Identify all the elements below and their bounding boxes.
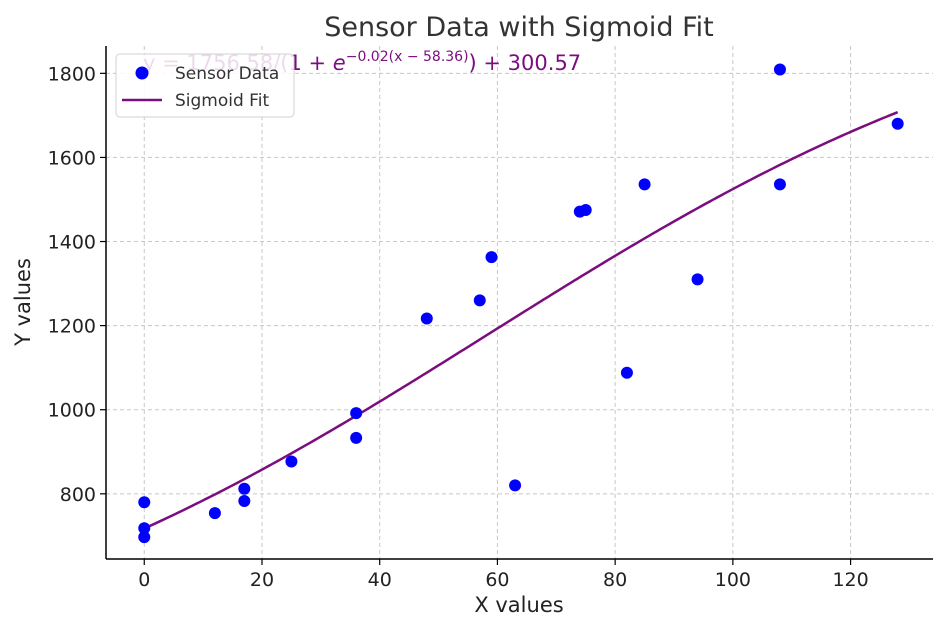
x-tick-label: 0 bbox=[138, 569, 150, 591]
y-tick-label: 1000 bbox=[48, 400, 96, 422]
equation-exponent: −0.02(x − 58.36) bbox=[346, 49, 469, 65]
scatter-point bbox=[579, 203, 592, 216]
x-tick-label: 80 bbox=[603, 569, 627, 591]
scatter-point bbox=[138, 531, 151, 544]
data-points bbox=[138, 63, 904, 544]
legend-label-sensor-data: Sensor Data bbox=[175, 64, 279, 84]
legend-label-sigmoid-fit: Sigmoid Fit bbox=[175, 91, 269, 111]
scatter-point bbox=[138, 496, 151, 509]
x-tick-label: 100 bbox=[715, 569, 751, 591]
sigmoid-fit-line bbox=[143, 111, 899, 530]
scatter-point bbox=[238, 494, 251, 507]
y-tick-label: 1800 bbox=[48, 63, 96, 85]
scatter-point bbox=[891, 117, 904, 130]
equation-base: e bbox=[333, 51, 346, 75]
x-tick-label: 40 bbox=[368, 569, 392, 591]
grid bbox=[106, 46, 933, 559]
axes-spines bbox=[105, 46, 933, 560]
scatter-point bbox=[773, 63, 786, 76]
scatter-point bbox=[485, 251, 498, 264]
y-tick-label: 1600 bbox=[48, 147, 96, 169]
y-tick-label: 1400 bbox=[48, 232, 96, 254]
scatter-point bbox=[773, 178, 786, 191]
legend-scatter-marker bbox=[135, 66, 149, 80]
x-axis-ticks: 0 20 40 60 80 100 120 bbox=[138, 559, 869, 591]
y-axis-ticks: 800 1000 1200 1400 1600 1800 bbox=[48, 63, 106, 506]
scatter-point bbox=[350, 431, 363, 444]
scatter-point bbox=[509, 479, 522, 492]
equation-suffix: ) + 300.57 bbox=[469, 51, 582, 75]
legend: Sensor Data Sigmoid Fit bbox=[115, 53, 295, 118]
scatter-point bbox=[138, 522, 151, 535]
chart-title: Sensor Data with Sigmoid Fit bbox=[324, 12, 714, 43]
y-axis-label: Y values bbox=[11, 258, 35, 347]
scatter-point bbox=[620, 366, 633, 379]
x-tick-label: 60 bbox=[485, 569, 509, 591]
scatter-point bbox=[691, 273, 704, 286]
x-tick-label: 120 bbox=[832, 569, 868, 591]
scatter-point bbox=[638, 178, 651, 191]
y-tick-label: 1200 bbox=[48, 316, 96, 338]
scatter-point bbox=[285, 455, 298, 468]
scatter-point bbox=[473, 294, 486, 307]
scatter-point bbox=[238, 482, 251, 495]
y-tick-label: 800 bbox=[60, 484, 96, 506]
scatter-point bbox=[208, 507, 221, 520]
scatter-point bbox=[350, 407, 363, 420]
scatter-point bbox=[420, 312, 433, 325]
fit-line-layer bbox=[143, 111, 899, 530]
x-tick-label: 20 bbox=[250, 569, 274, 591]
x-axis-label: X values bbox=[474, 593, 563, 617]
